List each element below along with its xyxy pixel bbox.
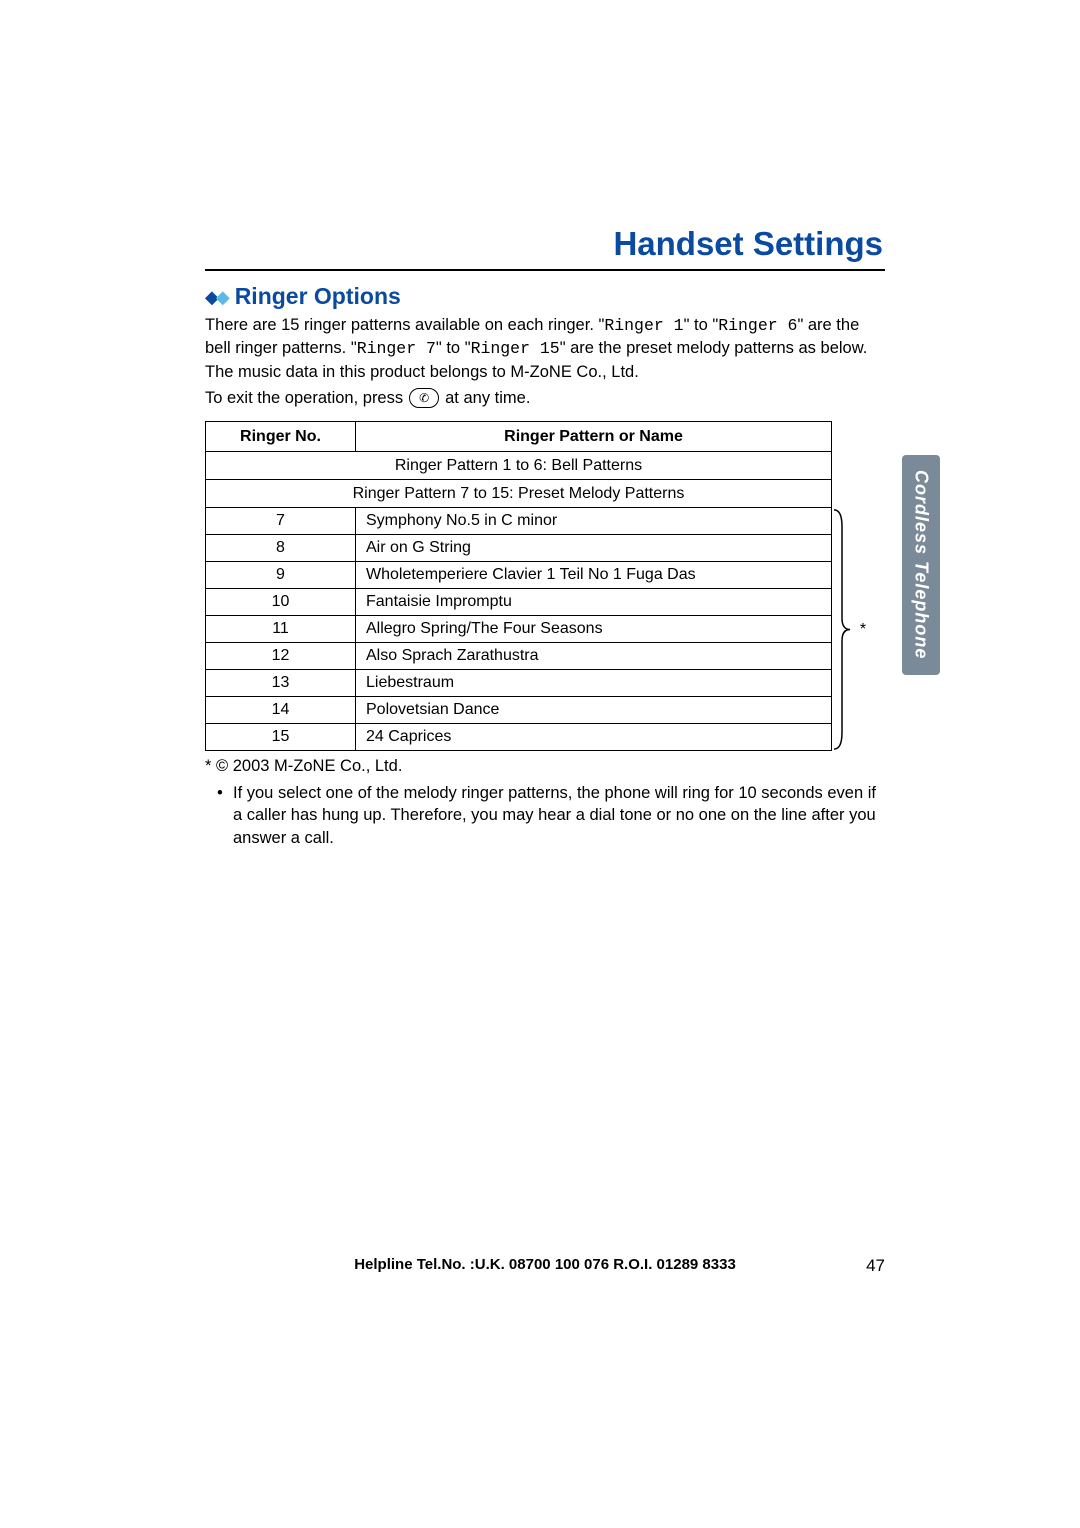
exit-button-icon: ✆ bbox=[409, 388, 439, 408]
diamond-blue-icon: ◆ bbox=[205, 287, 216, 307]
note-text: If you select one of the melody ringer p… bbox=[233, 782, 885, 849]
exit-prefix: To exit the operation, press bbox=[205, 387, 403, 409]
ringer-name-cell: Fantaisie Impromptu bbox=[356, 589, 832, 616]
intro-text-1b: " to " bbox=[684, 316, 719, 334]
ringer-7-code: Ringer 7 bbox=[357, 339, 436, 358]
ringer-name-cell: Polovetsian Dance bbox=[356, 697, 832, 724]
brace-icon bbox=[832, 508, 852, 751]
ringer-name-cell: Also Sprach Zarathustra bbox=[356, 643, 832, 670]
ringer-no-cell: 15 bbox=[206, 724, 356, 751]
phone-icon: ✆ bbox=[419, 390, 429, 406]
page: Handset Settings ◆◆ Ringer Options There… bbox=[0, 0, 1080, 1528]
table-row: 8 Air on G String bbox=[206, 535, 832, 562]
table-wrap: Ringer No. Ringer Pattern or Name Ringer… bbox=[205, 421, 885, 751]
page-title: Handset Settings bbox=[205, 225, 885, 263]
ringer-no-cell: 8 bbox=[206, 535, 356, 562]
ringer-name-cell: Liebestraum bbox=[356, 670, 832, 697]
table-row: 9 Wholetemperiere Clavier 1 Teil No 1 Fu… bbox=[206, 562, 832, 589]
ringer-name-cell: Air on G String bbox=[356, 535, 832, 562]
ringer-1-code: Ringer 1 bbox=[604, 316, 683, 335]
diamond-cyan-icon: ◆ bbox=[216, 287, 227, 307]
side-tab-label: Cordless Telephone bbox=[911, 470, 932, 659]
helpline-text: Helpline Tel.No. :U.K. 08700 100 076 R.O… bbox=[354, 1256, 736, 1273]
footer: Helpline Tel.No. :U.K. 08700 100 076 R.O… bbox=[205, 1256, 885, 1273]
span-melody-patterns: Ringer Pattern 7 to 15: Preset Melody Pa… bbox=[206, 480, 832, 508]
table-row: 7 Symphony No.5 in C minor bbox=[206, 508, 832, 535]
ringer-name-cell: Wholetemperiere Clavier 1 Teil No 1 Fuga… bbox=[356, 562, 832, 589]
brace-spacer bbox=[832, 421, 852, 508]
span-bell-patterns: Ringer Pattern 1 to 6: Bell Patterns bbox=[206, 452, 832, 480]
table-row: 14 Polovetsian Dance bbox=[206, 697, 832, 724]
exit-line: To exit the operation, press ✆ at any ti… bbox=[205, 387, 885, 409]
footnote-star: * bbox=[860, 621, 866, 639]
bullet-icon: • bbox=[217, 782, 233, 849]
page-number: 47 bbox=[866, 1256, 885, 1276]
ringer-no-cell: 7 bbox=[206, 508, 356, 535]
table-span-row-2: Ringer Pattern 7 to 15: Preset Melody Pa… bbox=[206, 480, 832, 508]
table-row: 11 Allegro Spring/The Four Seasons bbox=[206, 616, 832, 643]
ringer-table: Ringer No. Ringer Pattern or Name Ringer… bbox=[205, 421, 832, 751]
table-row: 13 Liebestraum bbox=[206, 670, 832, 697]
intro-paragraph: There are 15 ringer patterns available o… bbox=[205, 314, 885, 383]
intro-text-1d: " to " bbox=[436, 339, 471, 357]
exit-suffix: at any time. bbox=[445, 387, 530, 409]
ringer-no-cell: 13 bbox=[206, 670, 356, 697]
melody-note: • If you select one of the melody ringer… bbox=[205, 782, 885, 849]
star-column: * bbox=[852, 421, 874, 751]
section-title: Ringer Options bbox=[235, 283, 401, 310]
ringer-name-cell: Symphony No.5 in C minor bbox=[356, 508, 832, 535]
ringer-name-cell: 24 Caprices bbox=[356, 724, 832, 751]
brace-area bbox=[832, 508, 852, 751]
table-row: 10 Fantaisie Impromptu bbox=[206, 589, 832, 616]
col-ringer-no: Ringer No. bbox=[206, 422, 356, 452]
section-header: ◆◆ Ringer Options bbox=[205, 283, 885, 310]
table-span-row-1: Ringer Pattern 1 to 6: Bell Patterns bbox=[206, 452, 832, 480]
copyright-line: * © 2003 M-ZoNE Co., Ltd. bbox=[205, 757, 885, 776]
brace-column bbox=[832, 421, 852, 751]
ringer-no-cell: 10 bbox=[206, 589, 356, 616]
ringer-name-cell: Allegro Spring/The Four Seasons bbox=[356, 616, 832, 643]
ringer-no-cell: 9 bbox=[206, 562, 356, 589]
table-header-row: Ringer No. Ringer Pattern or Name bbox=[206, 422, 832, 452]
ringer-no-cell: 11 bbox=[206, 616, 356, 643]
col-ringer-pattern: Ringer Pattern or Name bbox=[356, 422, 832, 452]
side-tab: Cordless Telephone bbox=[902, 455, 940, 675]
table-row: 12 Also Sprach Zarathustra bbox=[206, 643, 832, 670]
title-rule bbox=[205, 269, 885, 271]
diamond-icon: ◆◆ bbox=[205, 288, 227, 306]
ringer-no-cell: 14 bbox=[206, 697, 356, 724]
intro-text-1a: There are 15 ringer patterns available o… bbox=[205, 316, 604, 334]
ringer-6-code: Ringer 6 bbox=[718, 316, 797, 335]
ringer-no-cell: 12 bbox=[206, 643, 356, 670]
table-row: 15 24 Caprices bbox=[206, 724, 832, 751]
ringer-15-code: Ringer 15 bbox=[471, 339, 560, 358]
